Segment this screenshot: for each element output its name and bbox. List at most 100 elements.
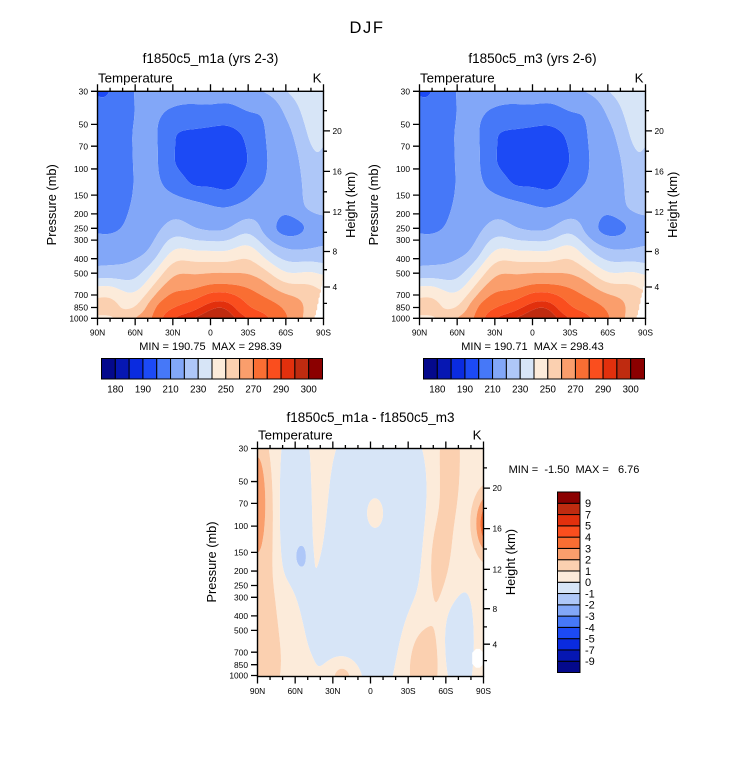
svg-text:4: 4 xyxy=(655,282,660,292)
svg-text:8: 8 xyxy=(493,604,498,614)
svg-text:100: 100 xyxy=(74,164,88,174)
svg-text:K: K xyxy=(473,428,482,443)
svg-text:250: 250 xyxy=(396,223,410,233)
svg-text:f1850c5_m3 (yrs 2-6): f1850c5_m3 (yrs 2-6) xyxy=(468,51,596,66)
svg-text:-9: -9 xyxy=(585,656,595,668)
svg-text:210: 210 xyxy=(484,385,501,396)
svg-text:250: 250 xyxy=(234,581,248,591)
svg-text:8: 8 xyxy=(655,247,660,257)
svg-text:70: 70 xyxy=(79,141,89,151)
svg-text:250: 250 xyxy=(218,385,235,396)
svg-text:300: 300 xyxy=(623,385,640,396)
svg-text:90S: 90S xyxy=(316,328,331,338)
svg-text:Pressure (mb): Pressure (mb) xyxy=(44,164,59,245)
svg-text:20: 20 xyxy=(333,126,343,136)
svg-text:DJF: DJF xyxy=(349,19,384,37)
svg-text:200: 200 xyxy=(396,209,410,219)
svg-text:60S: 60S xyxy=(278,328,293,338)
svg-text:60N: 60N xyxy=(450,328,465,338)
svg-text:4: 4 xyxy=(585,532,591,544)
svg-text:30N: 30N xyxy=(165,328,180,338)
svg-text:50: 50 xyxy=(239,477,249,487)
svg-text:90N: 90N xyxy=(90,328,105,338)
svg-text:180: 180 xyxy=(107,385,124,396)
svg-text:90N: 90N xyxy=(250,686,265,696)
svg-text:60N: 60N xyxy=(288,686,303,696)
svg-text:12: 12 xyxy=(655,207,665,217)
svg-text:Height (km): Height (km) xyxy=(343,172,358,238)
svg-text:50: 50 xyxy=(79,120,89,130)
svg-text:70: 70 xyxy=(239,499,249,509)
svg-text:500: 500 xyxy=(396,268,410,278)
svg-text:400: 400 xyxy=(234,611,248,621)
svg-text:30N: 30N xyxy=(487,328,502,338)
svg-text:90S: 90S xyxy=(476,686,491,696)
svg-text:Height (km): Height (km) xyxy=(665,172,680,238)
svg-text:1: 1 xyxy=(585,566,591,578)
svg-text:30S: 30S xyxy=(241,328,256,338)
svg-text:500: 500 xyxy=(234,626,248,636)
svg-text:7: 7 xyxy=(585,509,591,521)
svg-text:180: 180 xyxy=(429,385,446,396)
svg-text:4: 4 xyxy=(493,639,498,649)
svg-text:20: 20 xyxy=(655,126,665,136)
svg-text:16: 16 xyxy=(493,524,503,534)
svg-text:60S: 60S xyxy=(600,328,615,338)
svg-text:MIN = 190.75 MAX = 298.39: MIN = 190.75 MAX = 298.39 xyxy=(139,341,281,353)
svg-text:230: 230 xyxy=(512,385,529,396)
svg-text:400: 400 xyxy=(396,254,410,264)
svg-text:9: 9 xyxy=(585,498,591,510)
svg-text:150: 150 xyxy=(74,190,88,200)
svg-text:Height (km): Height (km) xyxy=(503,529,518,595)
svg-text:MIN = 190.71 MAX = 298.43: MIN = 190.71 MAX = 298.43 xyxy=(461,341,603,353)
svg-text:300: 300 xyxy=(74,235,88,245)
svg-text:5: 5 xyxy=(585,521,591,533)
svg-text:300: 300 xyxy=(396,235,410,245)
svg-text:850: 850 xyxy=(234,660,248,670)
svg-text:Pressure (mb): Pressure (mb) xyxy=(204,521,219,602)
svg-text:16: 16 xyxy=(655,167,665,177)
svg-text:30: 30 xyxy=(79,86,89,96)
svg-text:700: 700 xyxy=(234,647,248,657)
svg-text:20: 20 xyxy=(493,483,503,493)
svg-text:1000: 1000 xyxy=(69,313,88,323)
svg-text:50: 50 xyxy=(401,120,411,130)
svg-text:270: 270 xyxy=(245,385,262,396)
svg-text:12: 12 xyxy=(333,207,343,217)
svg-text:0: 0 xyxy=(368,686,373,696)
svg-text:700: 700 xyxy=(74,290,88,300)
svg-text:Temperature: Temperature xyxy=(98,71,173,86)
svg-text:16: 16 xyxy=(333,167,343,177)
svg-text:-7: -7 xyxy=(585,645,595,657)
svg-text:2: 2 xyxy=(585,555,591,567)
svg-text:-2: -2 xyxy=(585,600,595,612)
svg-text:500: 500 xyxy=(74,268,88,278)
svg-text:30S: 30S xyxy=(563,328,578,338)
svg-text:300: 300 xyxy=(234,592,248,602)
svg-text:4: 4 xyxy=(333,282,338,292)
svg-text:30S: 30S xyxy=(401,686,416,696)
svg-text:-3: -3 xyxy=(585,611,595,623)
svg-text:0: 0 xyxy=(530,328,535,338)
svg-text:30: 30 xyxy=(239,444,249,454)
svg-text:MIN = -1.50 MAX = 6.76: MIN = -1.50 MAX = 6.76 xyxy=(509,464,640,476)
svg-text:190: 190 xyxy=(457,385,474,396)
svg-text:12: 12 xyxy=(493,564,503,574)
svg-text:Temperature: Temperature xyxy=(258,428,333,443)
svg-text:700: 700 xyxy=(396,290,410,300)
svg-text:210: 210 xyxy=(162,385,179,396)
svg-text:300: 300 xyxy=(301,385,318,396)
svg-text:850: 850 xyxy=(74,303,88,313)
svg-text:150: 150 xyxy=(234,548,248,558)
svg-text:60S: 60S xyxy=(438,686,453,696)
svg-text:f1850c5_m1a (yrs 2-3): f1850c5_m1a (yrs 2-3) xyxy=(143,51,279,66)
svg-text:-4: -4 xyxy=(585,622,595,634)
svg-text:Pressure (mb): Pressure (mb) xyxy=(366,164,381,245)
svg-text:90N: 90N xyxy=(412,328,427,338)
svg-text:-1: -1 xyxy=(585,588,595,600)
svg-text:190: 190 xyxy=(135,385,152,396)
svg-text:290: 290 xyxy=(273,385,290,396)
svg-text:850: 850 xyxy=(396,303,410,313)
svg-text:-5: -5 xyxy=(585,634,595,646)
svg-text:100: 100 xyxy=(234,521,248,531)
